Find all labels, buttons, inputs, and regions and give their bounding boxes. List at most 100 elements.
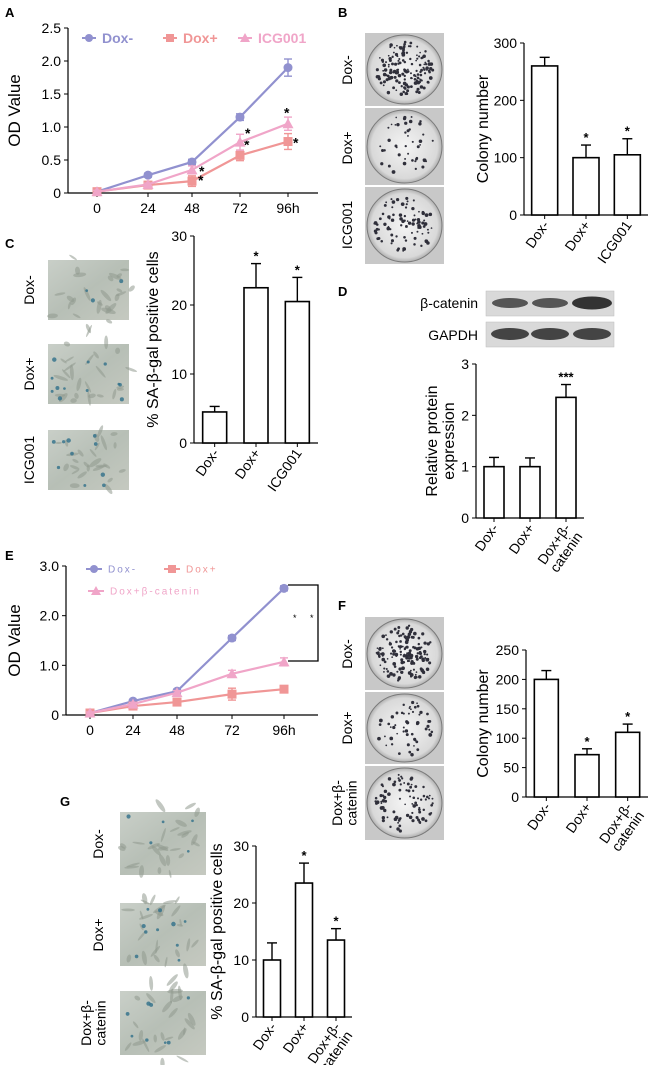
colony-dot <box>407 221 412 225</box>
colony-dot <box>405 626 409 630</box>
photo-frame <box>48 260 129 320</box>
colony-dot <box>416 145 420 149</box>
point-marker <box>283 63 293 73</box>
colony-dot <box>423 641 427 645</box>
colony-dot <box>378 217 382 221</box>
colony-dot <box>410 669 412 672</box>
stained-cell <box>183 920 187 923</box>
cell-shape <box>168 1007 178 1018</box>
y-tick-label: 2.0 <box>40 608 60 624</box>
colony-dot <box>398 797 402 800</box>
colony-dot <box>409 627 414 632</box>
colony-dot <box>390 242 393 245</box>
significance-star: * <box>253 249 259 264</box>
bar <box>201 411 228 444</box>
colony-dot <box>384 68 387 72</box>
colony-dot <box>399 653 402 656</box>
colony-dot <box>383 660 387 664</box>
stained-cell <box>55 386 60 390</box>
point-marker <box>91 586 101 595</box>
y-tick-label: 250 <box>496 642 520 658</box>
colony-dot <box>419 144 421 146</box>
colony-dot <box>397 62 400 65</box>
colony-dot <box>376 237 380 241</box>
colony-dot <box>413 236 417 240</box>
colony-dot <box>381 652 385 655</box>
colony-dot <box>409 705 411 708</box>
colony-dot <box>409 85 413 89</box>
colony-dot <box>410 62 414 66</box>
point-marker <box>172 697 182 707</box>
colony-dot <box>386 658 389 660</box>
colony-dot <box>410 76 413 80</box>
cell-stain-photo <box>48 425 129 495</box>
y-tick-label: 0 <box>511 789 519 805</box>
cell-shape <box>134 995 141 1001</box>
colony-dot <box>390 57 392 60</box>
x-tick-label: ICG001 <box>594 217 635 266</box>
y-tick-label: 2.0 <box>42 53 62 69</box>
cell-shape <box>89 448 97 457</box>
colony-dot <box>413 745 415 747</box>
colony-dot <box>378 655 381 658</box>
cell-shape <box>132 1021 139 1029</box>
cell-shape <box>69 465 80 470</box>
colony-dot <box>402 47 405 51</box>
colony-dot <box>416 45 419 48</box>
stained-cell <box>62 440 66 444</box>
colony-dot <box>405 789 408 792</box>
stained-cell <box>126 814 131 819</box>
colony-dot <box>410 116 413 118</box>
colony-dot <box>409 57 412 61</box>
bar <box>284 300 311 444</box>
colony-dot <box>406 635 411 639</box>
cell-shape <box>124 1042 132 1051</box>
colony-dot <box>411 140 414 143</box>
colony-dot <box>429 733 432 737</box>
colony-dot <box>398 779 401 782</box>
colony-dot <box>417 220 421 224</box>
stained-cell <box>83 484 87 487</box>
cell-shape <box>74 392 79 399</box>
colony-dot <box>418 122 422 126</box>
colony-dot <box>397 752 401 756</box>
colony-dot <box>391 62 394 66</box>
colony-dot <box>411 811 414 815</box>
colony-dot <box>420 79 423 82</box>
x-tick-label: 72 <box>224 722 240 738</box>
colony-dot <box>392 652 396 656</box>
colony-dot <box>395 197 400 202</box>
colony-dot <box>415 79 418 82</box>
cell-shape <box>157 867 162 875</box>
y-tick-label: 0 <box>241 1009 249 1025</box>
bar <box>614 731 641 798</box>
colony-dot <box>423 652 426 656</box>
colony-dot <box>416 704 420 708</box>
stained-cell <box>161 820 165 824</box>
colony-dot <box>402 161 407 166</box>
colony-dot <box>377 75 380 77</box>
colony-dot <box>400 671 402 673</box>
stained-cell <box>51 439 56 444</box>
colony-dot <box>416 54 418 57</box>
colony-dot <box>389 825 392 829</box>
colony-dot <box>426 642 430 646</box>
colony-dot <box>417 77 420 80</box>
colony-dot <box>387 792 391 796</box>
colony-dot <box>411 218 416 222</box>
cell-shape <box>69 364 74 381</box>
x-tick-label: 24 <box>140 200 156 216</box>
colony-dot <box>402 661 406 664</box>
cell-shape <box>115 347 121 354</box>
colony-dot <box>410 708 412 711</box>
colony-dot <box>414 654 419 659</box>
colony-dot <box>391 206 394 209</box>
colony-dot <box>401 52 403 55</box>
bar <box>294 882 314 1018</box>
colony-dot <box>428 76 433 80</box>
colony-dot <box>410 675 413 678</box>
colony-dot <box>424 798 427 801</box>
colony-dot <box>387 225 390 228</box>
legend-item: Dox+ <box>164 565 216 576</box>
colony-dot <box>402 730 405 733</box>
